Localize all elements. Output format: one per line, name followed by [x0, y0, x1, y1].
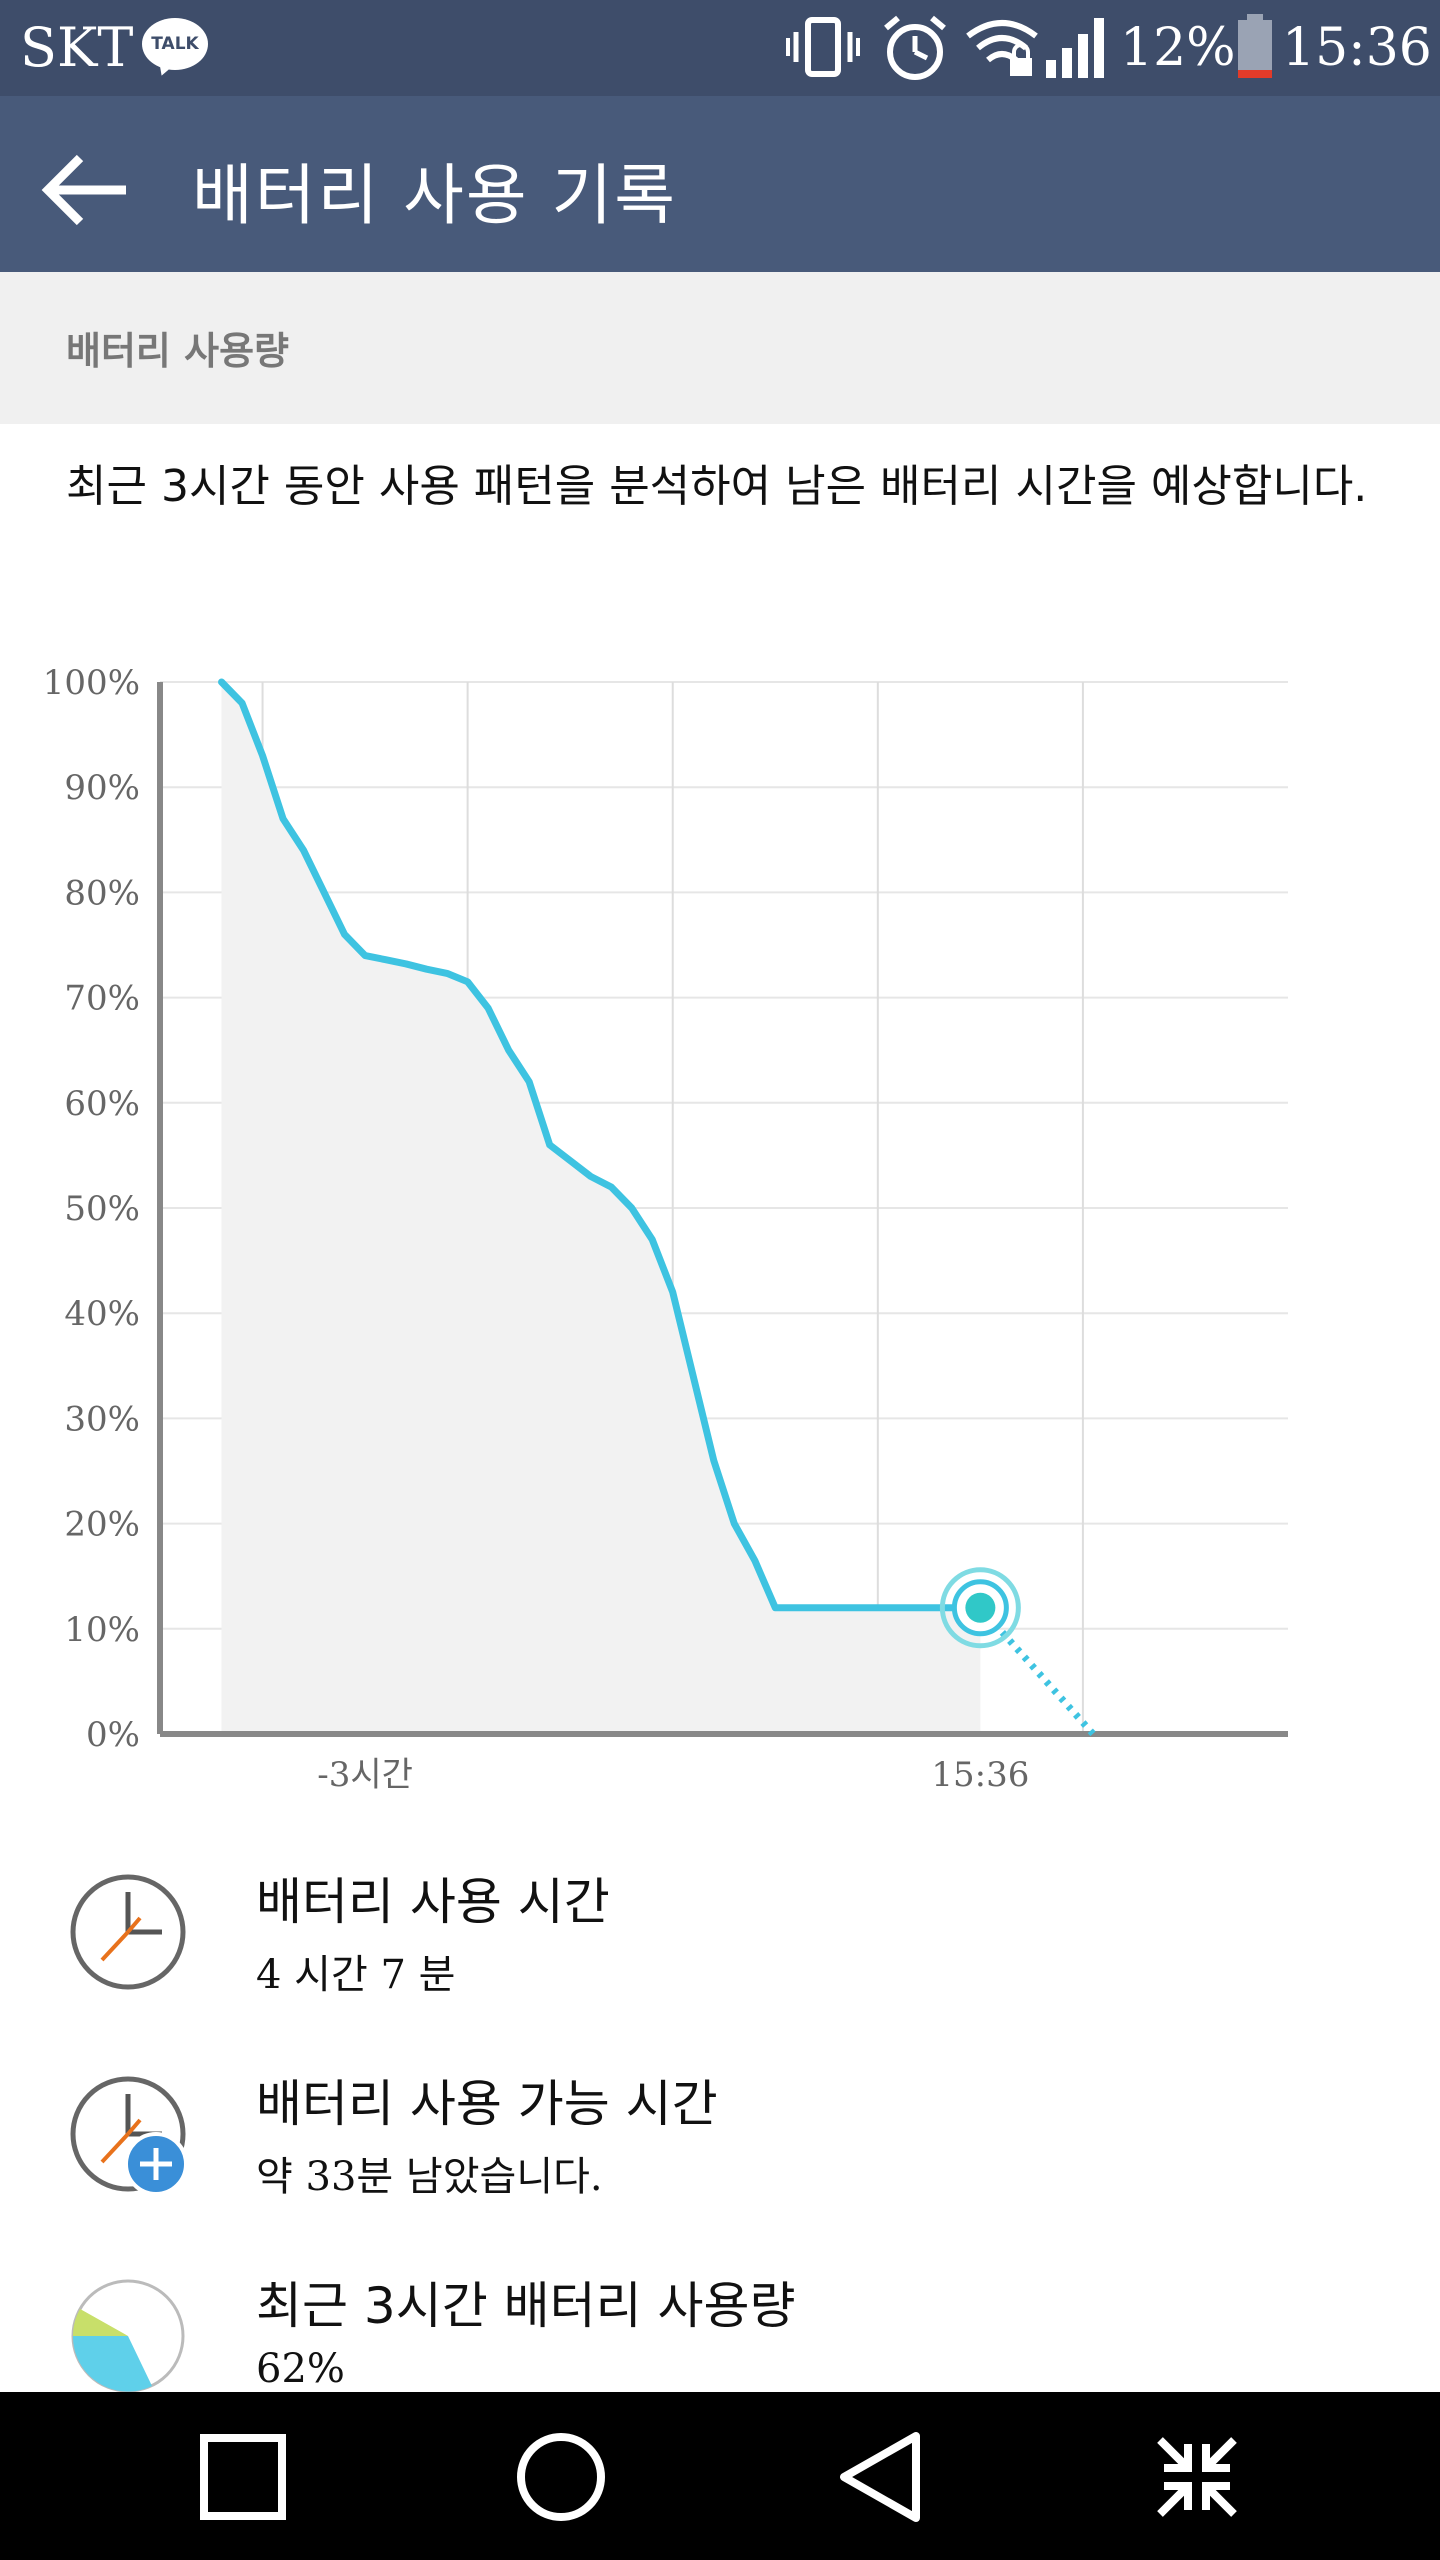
clock-plus-icon	[70, 2076, 188, 2196]
chart-area	[221, 682, 981, 1734]
list-item-usage-time[interactable]: 배터리 사용 시간 4 시간 7 분	[0, 1850, 1440, 2040]
chart-axes	[157, 682, 1288, 1737]
section-header: 배터리 사용량	[0, 272, 1440, 424]
list-item-remaining-time[interactable]: 배터리 사용 가능 시간 약 33분 남았습니다.	[0, 2052, 1440, 2242]
list-item-title: 배터리 사용 시간	[256, 1873, 610, 1931]
alarm-icon	[884, 15, 946, 80]
list-item-subtitle: 약 33분 남았습니다.	[256, 2154, 603, 2200]
y-tick-label: 10%	[64, 1610, 140, 1650]
list-item-title: 배터리 사용 가능 시간	[256, 2075, 718, 2133]
y-tick-label: 60%	[64, 1084, 140, 1124]
wifi-lock-icon	[966, 20, 1038, 76]
arrow-left-icon[interactable]	[36, 140, 136, 240]
carrier-label: SKT	[20, 16, 134, 79]
status-bar: SKT TALK 12% 15:36	[0, 0, 1440, 96]
recents-icon[interactable]	[188, 2422, 298, 2532]
navigation-bar	[0, 2392, 1440, 2560]
y-tick-label: 0%	[86, 1715, 140, 1755]
battery-icon	[1238, 14, 1272, 78]
y-tick-label: 100%	[43, 663, 140, 703]
usage-area	[221, 682, 981, 1734]
y-tick-label: 20%	[64, 1505, 140, 1545]
status-clock: 15:36	[1282, 18, 1432, 78]
chart-ticks: 100% 90% 80% 70% 60% 50% 40% 30% 20% 10% 0% -3시간 15:…	[43, 663, 1030, 1795]
clock-icon	[70, 1874, 186, 1990]
y-tick-label: 50%	[64, 1189, 140, 1229]
current-point-ring-outer	[939, 1567, 1021, 1649]
home-icon[interactable]	[506, 2422, 616, 2532]
chart-marker	[939, 1567, 1021, 1649]
list-item-title: 최근 3시간 배터리 사용량	[256, 2277, 796, 2335]
battery-chart: 100% 90% 80% 70% 60% 50% 40% 30% 20% 10% 0% -3시간 15:…	[0, 640, 1440, 1820]
collapse-icon[interactable]	[1142, 2422, 1252, 2532]
section-header-label: 배터리 사용량	[66, 329, 289, 373]
y-tick-label: 40%	[64, 1294, 140, 1334]
y-tick-label: 70%	[64, 979, 140, 1019]
pie-chart-icon	[71, 2279, 185, 2393]
description-text: 최근 3시간 동안 사용 패턴을 분석하여 남은 배터리 시간을 예상합니다.	[66, 461, 1368, 512]
back-icon[interactable]	[824, 2422, 934, 2532]
vibrate-icon	[786, 17, 860, 77]
x-tick-label: -3시간	[317, 1755, 413, 1795]
signal-icon	[1046, 18, 1104, 78]
y-tick-label: 80%	[64, 873, 140, 913]
battery-percent: 12%	[1120, 18, 1236, 78]
y-tick-label: 30%	[64, 1399, 140, 1439]
list-item-subtitle: 62%	[256, 2346, 345, 2392]
x-tick-label: 15:36	[931, 1755, 1029, 1795]
app-toolbar: 배터리 사용 기록	[0, 96, 1440, 272]
list-item-subtitle: 4 시간 7 분	[256, 1952, 456, 1998]
chart-lines	[218, 678, 1096, 1737]
page-title: 배터리 사용 기록	[192, 157, 677, 234]
list-item-recent-usage[interactable]: 최근 3시간 배터리 사용량 62%	[0, 2254, 1440, 2444]
current-point-dot	[965, 1592, 996, 1623]
battery-chart-svg: 100% 90% 80% 70% 60% 50% 40% 30% 20% 10% 0% -3시간 15:…	[43, 663, 1288, 1795]
y-tick-label: 90%	[64, 768, 140, 808]
talk-icon: TALK	[142, 18, 208, 70]
battery-level-line	[218, 678, 984, 1612]
